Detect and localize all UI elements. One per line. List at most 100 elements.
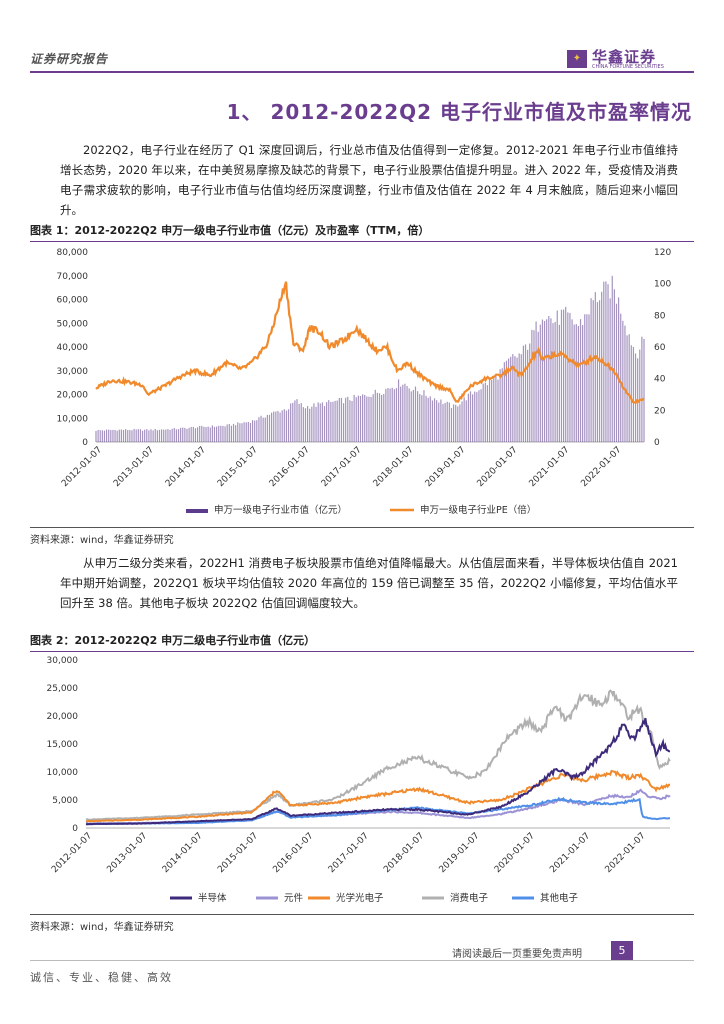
market-cap-bar [245,422,247,442]
market-cap-bar [505,360,508,442]
market-cap-bar [160,429,163,442]
market-cap-bar [588,314,590,442]
market-cap-bar [264,417,266,442]
market-cap-bar [146,429,148,442]
market-cap-bar [167,429,169,442]
market-cap-bar [342,403,345,442]
market-cap-bar [110,430,112,442]
company-values: 诚信、专业、稳健、高效 [30,971,173,984]
x-tick-label: 2015-01-07 [216,445,260,489]
market-cap-bar [510,356,512,442]
x-tick-label: 2017-01-07 [320,445,364,489]
market-cap-bar [359,396,362,442]
market-cap-bar [613,289,615,442]
market-cap-bar [366,396,368,442]
market-cap-bar [431,400,434,442]
market-cap-bar [266,414,268,442]
market-cap-bar [550,318,552,442]
market-cap-bar [357,395,359,442]
market-cap-bar [480,389,482,442]
market-cap-bar [133,428,135,442]
brand-logo-icon: ✦ [567,50,587,68]
market-cap-bar [370,396,372,442]
market-cap-bar [531,329,533,442]
market-cap-bar [184,427,186,442]
market-cap-bar [108,429,110,442]
market-cap-bar [361,394,364,442]
series-line-3 [85,689,671,821]
x-tick-label: 2013-01-07 [112,445,156,489]
market-cap-bar [459,404,461,442]
x-tick-label: 2016-01-07 [271,831,315,875]
market-cap-bar [491,379,493,442]
market-cap-bar [419,393,421,442]
market-cap-bar [611,275,613,442]
market-cap-bar [220,425,222,442]
market-cap-bar [192,426,194,442]
market-cap-bar [539,324,541,442]
market-cap-bar [465,400,467,442]
market-cap-bar [404,383,406,442]
market-cap-bar [378,393,381,442]
x-tick-label: 2022-01-07 [579,445,623,489]
market-cap-bar [474,391,476,442]
market-cap-bar [567,312,569,442]
market-cap-bar [97,429,99,442]
market-cap-bar [516,357,518,442]
y-left-tick-label: 30,000 [57,367,89,377]
y-right-tick-label: 0 [654,438,660,448]
market-cap-bar [173,428,175,442]
market-cap-bar [410,391,412,442]
market-cap-bar [135,429,137,442]
market-cap-bar [558,324,560,442]
market-cap-bar [103,430,106,442]
market-cap-bar [402,384,404,442]
market-cap-bar [302,407,304,442]
market-cap-bar [148,430,150,442]
market-cap-bar [296,399,298,442]
market-cap-bar [175,429,178,442]
market-cap-bar [332,401,334,442]
market-cap-bar [239,423,241,442]
market-cap-bar [364,394,366,442]
market-cap-bar [486,385,489,442]
market-cap-bar [417,391,419,442]
report-type-label: 证券研究报告 [30,52,109,66]
market-cap-bar [562,309,565,442]
market-cap-bar [427,397,429,442]
market-cap-bar [577,325,580,442]
x-tick-label: 2022-01-07 [604,831,648,875]
market-cap-bar [598,300,601,442]
market-cap-bar [499,369,501,442]
market-cap-bar [247,421,249,442]
figure-1-title: 图表 1：2012-2022Q2 申万一级电子行业市值（亿元）及市盈率（TTM，… [30,222,694,242]
y-right-tick-label: 60 [654,343,666,353]
market-cap-bar [634,353,637,442]
market-cap-bar [328,400,330,442]
market-cap-bar [279,412,281,442]
y-left-tick-label: 0 [82,438,88,448]
market-cap-bar [237,422,239,442]
x-tick-label: 2014-01-07 [164,445,208,489]
y-tick-label: 20,000 [47,712,79,722]
y-tick-label: 10,000 [47,768,79,778]
market-cap-bar [243,422,245,442]
market-cap-bar [127,430,129,442]
market-cap-bar [340,397,343,442]
market-cap-bar [180,427,182,442]
y-tick-label: 5,000 [52,796,78,806]
market-cap-bar [228,423,230,442]
market-cap-bar [423,390,425,442]
figure-2-source: 资料来源：wind，华鑫证券研究 [30,914,694,933]
y-right-tick-label: 80 [654,311,666,321]
market-cap-bar [235,425,237,442]
market-cap-bar [573,324,575,442]
market-cap-bar [275,411,277,442]
market-cap-bar [389,388,391,442]
market-cap-bar [355,397,357,442]
market-cap-bar [156,430,158,442]
header-divider [30,71,694,73]
market-cap-bar [425,395,427,442]
x-tick-label: 2019-01-07 [438,831,482,875]
market-cap-bar [309,408,311,442]
